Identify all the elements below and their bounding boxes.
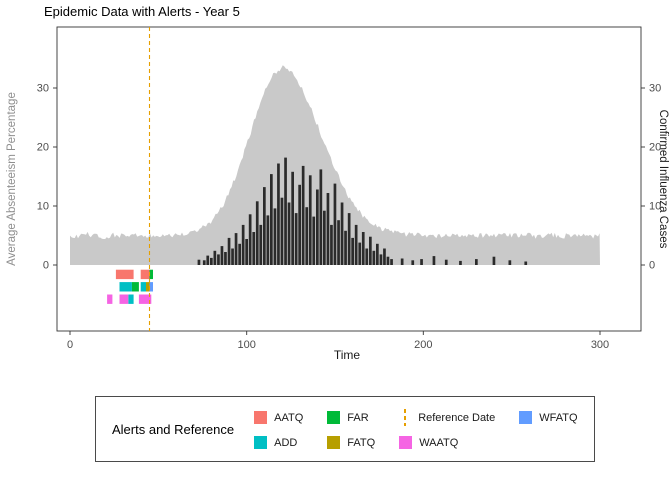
alert-aatq (115, 269, 134, 280)
legend-label: WAATQ (419, 436, 459, 449)
legend-label: Reference Date (418, 411, 496, 424)
y-tick-label-right: 30 (649, 83, 661, 95)
legend-label: FATQ (347, 436, 376, 449)
alert-waatq (107, 294, 113, 304)
legend-label: FAR (347, 411, 369, 424)
y-tick-label-left: 20 (37, 142, 49, 154)
legend: Alerts and Reference AATQ ADD FAR FATQ Refer… (95, 396, 595, 462)
alert-markers (107, 269, 153, 304)
x-tick-label: 200 (414, 339, 432, 351)
y-tick-label-right: 20 (649, 142, 661, 154)
y-tick-label-right: 10 (649, 201, 661, 213)
legend-item-waatq: WAATQ (399, 436, 495, 449)
alert-far (149, 269, 153, 280)
x-tick-label: 0 (67, 339, 73, 351)
y-tick-label-right: 0 (649, 260, 655, 272)
far-swatch-icon (327, 411, 341, 424)
legend-item-wfatq: WFATQ (519, 409, 578, 426)
right-axis-title: Confirmed Influenza Cases (657, 110, 669, 249)
alert-add (140, 282, 146, 292)
aatq-swatch-icon (254, 411, 268, 424)
influenza-bars (197, 157, 528, 265)
alert-waatq (119, 294, 129, 304)
y-tick-label-left: 10 (37, 201, 49, 213)
alert-add (119, 282, 132, 292)
alert-add (128, 294, 134, 304)
dashed-line-swatch-icon (404, 409, 407, 426)
legend-label: AATQ (274, 411, 304, 424)
legend-item-far: FAR (327, 409, 375, 426)
legend-item-fatq: FATQ (327, 436, 375, 449)
plot-content (70, 65, 600, 304)
legend-label: ADD (274, 436, 298, 449)
y-tick-label-left: 30 (37, 83, 49, 95)
left-axis-title: Average Absenteeism Percentage (6, 92, 18, 266)
add-swatch-icon (254, 436, 268, 449)
wfatq-swatch-icon (519, 411, 533, 424)
alert-aatq (140, 269, 150, 280)
y-tick-label-left: 0 (43, 260, 49, 272)
fatq-swatch-icon (327, 436, 341, 449)
alert-waatq (138, 294, 152, 304)
alert-wfatq (149, 282, 153, 292)
alert-fatq (146, 282, 150, 292)
legend-item-aatq: AATQ (254, 409, 303, 426)
epidemic-chart: Epidemic Data with Alerts - Year 5 Avera… (6, 4, 669, 362)
x-tick-label: 300 (591, 339, 609, 351)
x-axis-title: Time (334, 348, 361, 362)
legend-label: WFATQ (539, 411, 578, 424)
legend-items: AATQ ADD FAR FATQ Reference Date WAATQ WFATQ (254, 409, 578, 449)
x-tick-label: 100 (238, 339, 256, 351)
legend-item-add: ADD (254, 436, 303, 449)
panel (56, 26, 642, 332)
waatq-swatch-icon (399, 436, 413, 449)
alert-far (131, 282, 139, 292)
legend-title: Alerts and Reference (112, 421, 235, 437)
plot-title: Epidemic Data with Alerts - Year 5 (44, 4, 240, 19)
legend-item-reference-date: Reference Date (399, 409, 495, 426)
